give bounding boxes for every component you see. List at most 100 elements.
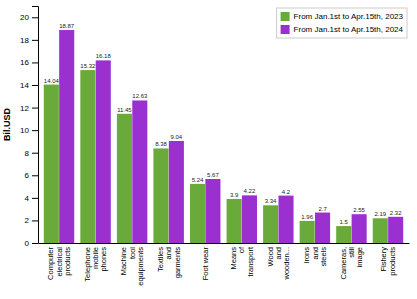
tick: Fisheryproducts <box>379 243 396 276</box>
legend-box <box>277 8 407 38</box>
bar <box>190 184 205 243</box>
chart: 14.0415.3211.458.385.243.93.341.961.52.1… <box>0 0 417 299</box>
tick: Woodandwooden... <box>266 243 292 281</box>
tick: Machinetoolequipments <box>119 243 145 286</box>
bar <box>336 226 351 243</box>
data-label: 2.19 <box>374 211 386 217</box>
data-label: 5.24 <box>192 177 204 183</box>
tick-label: Cameras,stillimage <box>339 247 365 280</box>
axis-line <box>32 7 39 244</box>
bar <box>227 199 242 243</box>
data-label: 12.63 <box>132 93 148 99</box>
data-label: 2.55 <box>353 207 365 213</box>
tick: Meansoftransport <box>229 243 255 277</box>
bar <box>169 141 184 243</box>
data-label: 18.87 <box>59 23 75 29</box>
bar <box>315 213 330 243</box>
tick-label: Machinetoolequipments <box>119 247 145 286</box>
data-label: 9.04 <box>171 134 183 140</box>
bar <box>132 100 147 243</box>
tick-label: Ironsandsteels <box>302 247 328 267</box>
tick: 2 <box>25 216 38 225</box>
tick: Textilesandgarments <box>156 243 182 278</box>
bar-series <box>44 70 388 243</box>
bar <box>96 60 111 243</box>
bar <box>300 221 315 243</box>
axis-line <box>39 243 410 244</box>
data-label: 5.67 <box>207 172 219 178</box>
tick-mark <box>32 62 38 63</box>
legend-item: From Jan.1st to Apr.15th, 2024 <box>281 25 404 34</box>
data-label: 16.18 <box>96 53 112 59</box>
tick: 18 <box>20 36 38 45</box>
tick-mark <box>32 243 38 244</box>
bar <box>205 179 220 243</box>
y-axis: 0 2 4 6 8 10 12 14 16 18 20 <box>20 7 38 249</box>
data-label: 15.32 <box>80 63 96 69</box>
data-label: 4.22 <box>244 188 256 194</box>
tick: 8 <box>25 149 38 158</box>
bar <box>80 70 95 243</box>
legend-label: From Jan.1st to Apr.15th, 2024 <box>294 25 404 34</box>
tick-mark <box>32 153 38 154</box>
legend-swatch <box>281 25 290 34</box>
tick-label: 12 <box>20 104 29 113</box>
bar <box>153 148 168 243</box>
data-label: 2.32 <box>390 210 402 216</box>
tick-label: Computerelectricalproducts <box>46 247 72 280</box>
tick: Ironsandsteels <box>302 243 328 267</box>
tick-label-line: products <box>63 247 72 276</box>
tick-label: 10 <box>20 126 29 135</box>
data-label: 8.38 <box>155 141 167 147</box>
tick: Foot wear <box>201 243 210 280</box>
tick: 20 <box>20 13 38 22</box>
tick-label: Telephonemobilephones <box>83 247 109 282</box>
plot: 14.0415.3211.458.385.243.93.341.961.52.1… <box>20 7 409 286</box>
bar <box>278 196 293 243</box>
tick: 4 <box>25 194 38 203</box>
tick: 12 <box>20 104 38 113</box>
x-axis: Computerelectricalproducts Telephonemobil… <box>39 243 410 286</box>
bar <box>388 217 403 243</box>
bar-series <box>59 30 403 243</box>
tick-label: 4 <box>25 194 30 203</box>
bar <box>44 85 59 243</box>
tick-label: 16 <box>20 58 29 67</box>
data-label: 4.2 <box>282 189 291 195</box>
tick-label: Meansoftransport <box>229 246 255 277</box>
tick-mark <box>32 220 38 221</box>
tick-mark <box>32 175 38 176</box>
data-label: 11.45 <box>117 107 132 113</box>
tick-label-line: wooden... <box>282 247 291 281</box>
tick-mark <box>32 17 38 18</box>
tick: 14 <box>20 81 38 90</box>
tick: 10 <box>20 126 38 135</box>
legend-label: From Jan.1st to Apr.15th, 2023 <box>294 12 404 21</box>
tick-label-line: phones <box>99 247 108 272</box>
y-axis-title: Bil.USD <box>2 108 12 142</box>
tick-mark <box>32 198 38 199</box>
tick: 16 <box>20 58 38 67</box>
tick-label: 6 <box>25 171 30 180</box>
data-label: 1.5 <box>340 219 349 225</box>
tick-label: 2 <box>25 216 30 225</box>
tick-mark <box>32 108 38 109</box>
tick-label: Textilesandgarments <box>156 247 182 279</box>
data-label: 2.7 <box>318 206 327 212</box>
tick-label: 14 <box>20 81 29 90</box>
tick-mark <box>32 130 38 131</box>
legend-item: From Jan.1st to Apr.15th, 2023 <box>281 12 404 21</box>
tick-label-line: equipments <box>136 247 145 286</box>
bar <box>59 30 74 243</box>
tick-label: Fisheryproducts <box>379 247 396 276</box>
tick-label: 8 <box>25 149 30 158</box>
tick: Cameras,stillimage <box>339 243 365 280</box>
tick-label-line: image <box>355 247 364 267</box>
bar <box>242 195 257 243</box>
bars <box>44 30 403 243</box>
tick-label: 18 <box>20 36 29 45</box>
tick-label: 20 <box>20 13 29 22</box>
bar <box>117 114 132 243</box>
tick-label: 0 <box>25 239 30 248</box>
tick-mark <box>32 40 38 41</box>
